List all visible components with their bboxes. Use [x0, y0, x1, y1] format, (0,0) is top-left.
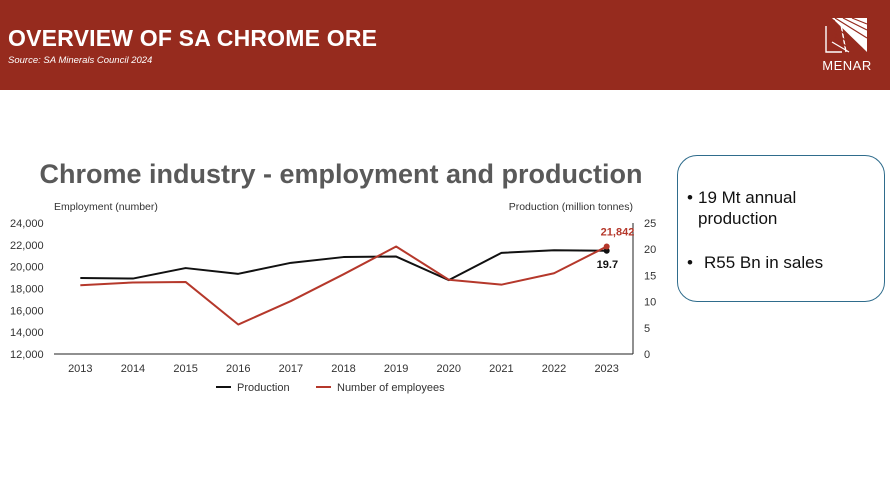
y-left-tick-label: 20,000 [10, 262, 44, 274]
y-right-tick-label: 10 [644, 297, 656, 309]
menar-logo: MENAR [812, 12, 882, 76]
x-tick-label: 2017 [279, 363, 303, 375]
y-axis-right-label: Production (million tonnes) [509, 201, 633, 213]
bullet-annual-production: 19 Mt annual production [687, 187, 877, 229]
y-left-tick-label: 12,000 [10, 349, 44, 361]
logo-wordmark: MENAR [822, 58, 872, 73]
bullet-sales: R55 Bn in sales [687, 252, 877, 273]
x-tick-label: 2020 [437, 363, 461, 375]
x-tick-label: 2018 [331, 363, 355, 375]
chart-area: Chrome industry - employment and product… [10, 159, 656, 394]
series-production-point [603, 247, 610, 254]
x-tick-label: 2013 [68, 363, 92, 375]
series-production-end-label: 19.7 [597, 259, 618, 271]
menar-logo-icon [825, 17, 868, 53]
y-left-tick-label: 22,000 [10, 240, 44, 252]
x-tick-label: 2015 [173, 363, 197, 375]
x-tick-label: 2023 [594, 363, 618, 375]
summary-box: 19 Mt annual production R55 Bn in sales [677, 155, 885, 302]
chart-title: Chrome industry - employment and product… [39, 159, 642, 189]
page-title: OVERVIEW OF SA CHROME ORE [8, 25, 378, 51]
y-right-tick-label: 0 [644, 349, 650, 361]
series-number-of-employees-end-label: 21,842 [601, 227, 635, 239]
y-right-tick-label: 15 [644, 270, 656, 282]
y-left-tick-label: 18,000 [10, 284, 44, 296]
legend-label: Production [237, 382, 290, 394]
x-tick-label: 2022 [542, 363, 566, 375]
x-tick-label: 2016 [226, 363, 250, 375]
x-tick-label: 2021 [489, 363, 513, 375]
y-left-tick-label: 24,000 [10, 218, 44, 230]
legend-label: Number of employees [337, 382, 445, 394]
y-right-tick-label: 5 [644, 323, 650, 335]
source-note: Source: SA Minerals Council 2024 [8, 55, 153, 66]
x-tick-label: 2019 [384, 363, 408, 375]
y-right-tick-label: 25 [644, 218, 656, 230]
series-number-of-employees-point [603, 243, 610, 250]
y-axis-left-label: Employment (number) [54, 201, 158, 213]
header-banner: OVERVIEW OF SA CHROME ORE Source: SA Min… [0, 0, 890, 90]
series-number-of-employees-line [80, 245, 608, 326]
series-production-line [80, 249, 607, 282]
y-left-tick-label: 14,000 [10, 327, 44, 339]
x-tick-label: 2014 [121, 363, 145, 375]
y-right-tick-label: 20 [644, 244, 656, 256]
y-left-tick-label: 16,000 [10, 305, 44, 317]
